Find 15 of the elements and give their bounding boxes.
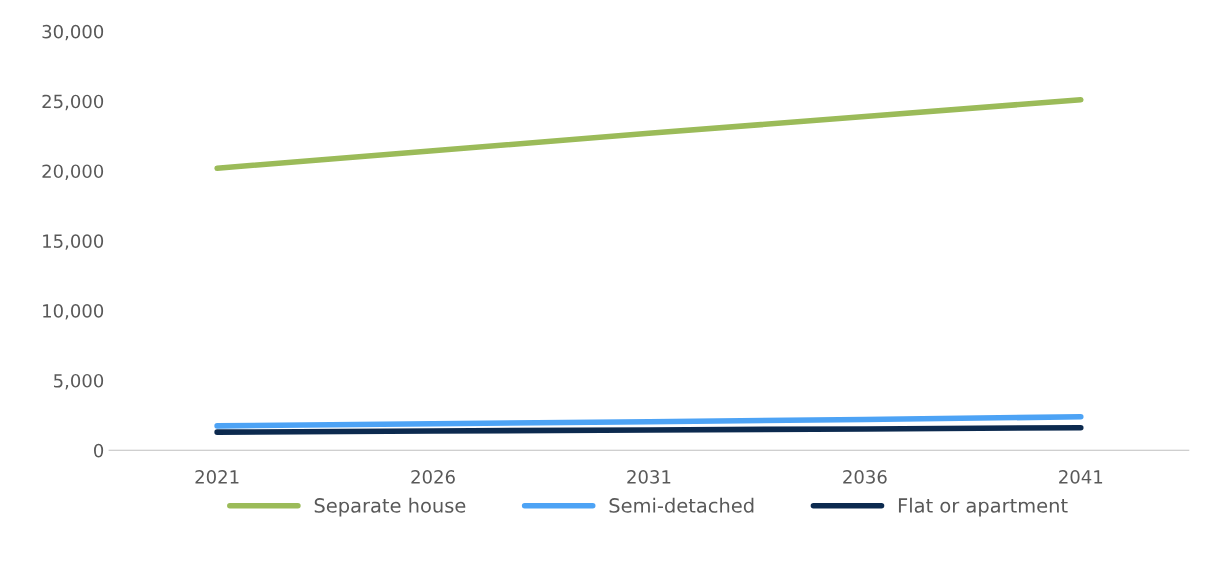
y-tick-label: 0 <box>94 443 104 458</box>
y-tick-label: 30,000 <box>42 24 104 41</box>
x-tick-label: 2021 <box>195 470 239 484</box>
legend-label: Semi-detached <box>609 497 754 513</box>
x-tick-label: 2036 <box>843 470 887 484</box>
y-tick-label: 15,000 <box>43 234 104 250</box>
y-tick-label: 25,000 <box>42 94 104 111</box>
legend-label: Flat or apartment <box>898 497 1068 517</box>
x-tick-label: 2026 <box>411 470 455 484</box>
legend-label: Separate house <box>314 497 466 517</box>
x-tick-label: 2031 <box>627 470 671 484</box>
y-tick-label: 5,000 <box>54 373 104 390</box>
y-tick-label: 20,000 <box>42 164 104 180</box>
x-tick-label: 2041 <box>1059 470 1103 484</box>
y-tick-label: 10,000 <box>43 304 104 320</box>
